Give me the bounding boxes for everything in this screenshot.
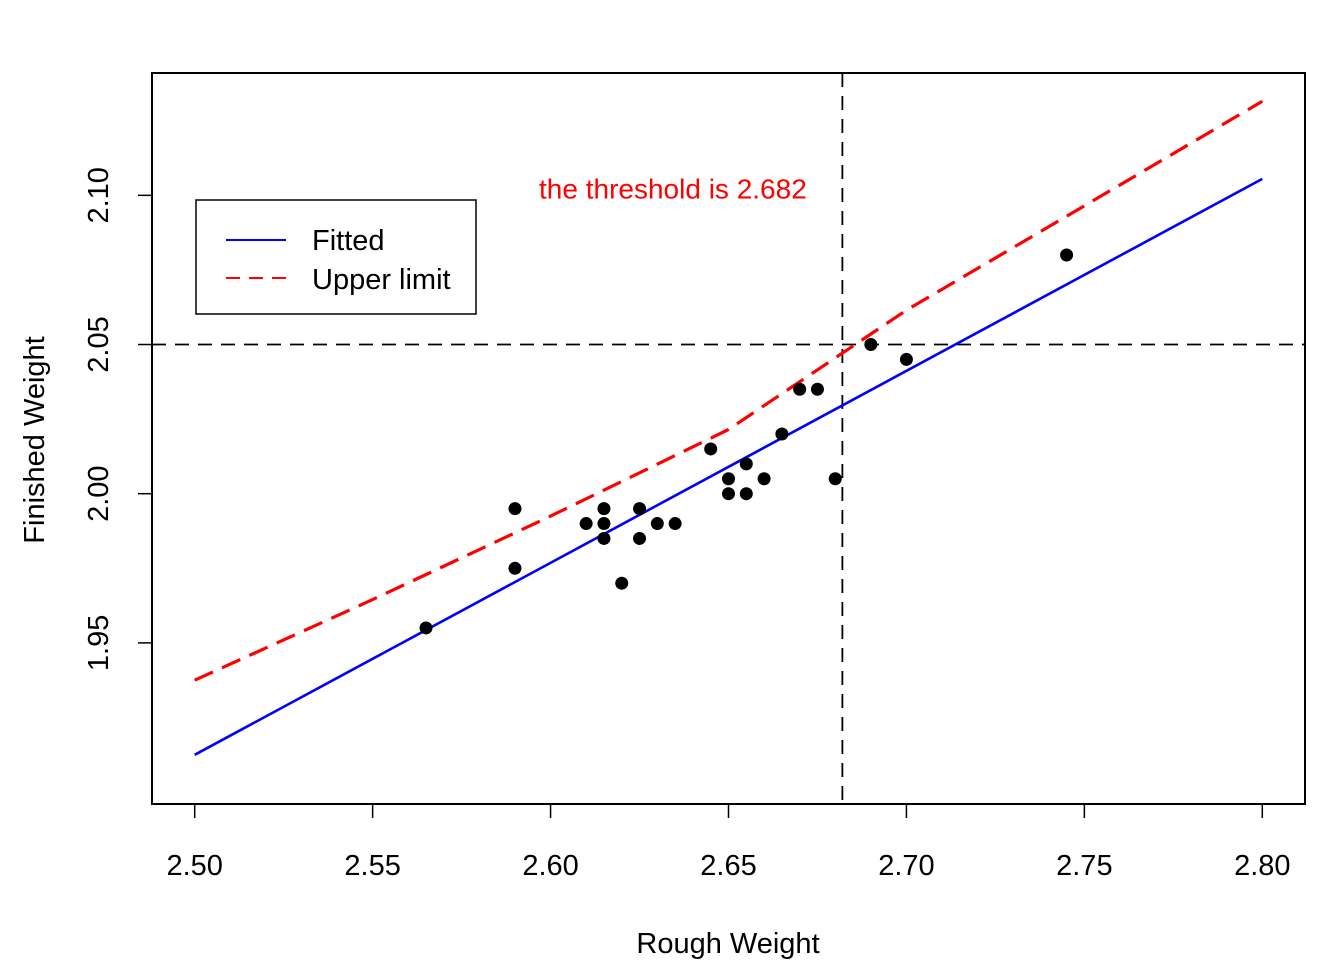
legend-box (195, 199, 477, 315)
threshold-annotation: the threshold is 2.682 (539, 173, 807, 204)
data-point (793, 382, 807, 396)
data-point (615, 576, 629, 590)
data-point (633, 531, 647, 545)
x-tick-label: 2.55 (344, 850, 400, 882)
x-tick-label: 2.75 (1056, 850, 1112, 882)
data-point (633, 502, 647, 516)
x-tick-label: 2.80 (1234, 850, 1290, 882)
data-point (597, 517, 611, 531)
data-point (739, 457, 753, 471)
y-tick-label: 1.95 (83, 615, 115, 671)
data-point (828, 472, 842, 486)
data-point (775, 427, 789, 441)
legend: Fitted Upper limit (195, 199, 477, 315)
legend-fitted-label: Fitted (312, 225, 385, 257)
x-tick-label: 2.70 (878, 850, 934, 882)
x-axis: 2.50 2.55 2.60 2.65 2.70 2.75 2.80 (166, 803, 1291, 882)
plot-points (419, 248, 1074, 635)
data-point (650, 517, 664, 531)
data-point (704, 442, 718, 456)
y-tick-label: 2.00 (83, 465, 115, 521)
data-point (722, 472, 735, 486)
data-point (508, 502, 522, 516)
data-point (722, 487, 735, 501)
data-point (810, 382, 824, 396)
x-tick-label: 2.65 (700, 850, 756, 882)
data-point (419, 621, 433, 635)
series-line-upper-limit (194, 99, 1264, 682)
data-point (668, 517, 682, 531)
plot-lines (152, 73, 1305, 804)
data-point (739, 487, 753, 501)
legend-upper-limit-label: Upper limit (312, 264, 451, 296)
data-point (597, 531, 611, 545)
series-line-fitted (194, 177, 1263, 756)
data-point (864, 338, 878, 352)
data-point (597, 502, 611, 516)
y-tick-label: 2.05 (83, 316, 115, 372)
y-axis-title: Finished Weight (19, 336, 51, 543)
data-point (1060, 248, 1074, 262)
x-tick-label: 2.60 (522, 850, 578, 882)
y-axis: 1.95 2.00 2.05 2.10 (83, 167, 153, 671)
x-tick-label: 2.50 (166, 850, 222, 882)
y-tick-label: 2.10 (83, 167, 115, 223)
data-point (757, 472, 771, 486)
data-point (579, 517, 593, 531)
data-point (899, 352, 913, 366)
data-point (508, 561, 522, 575)
x-axis-title: Rough Weight (636, 928, 819, 960)
